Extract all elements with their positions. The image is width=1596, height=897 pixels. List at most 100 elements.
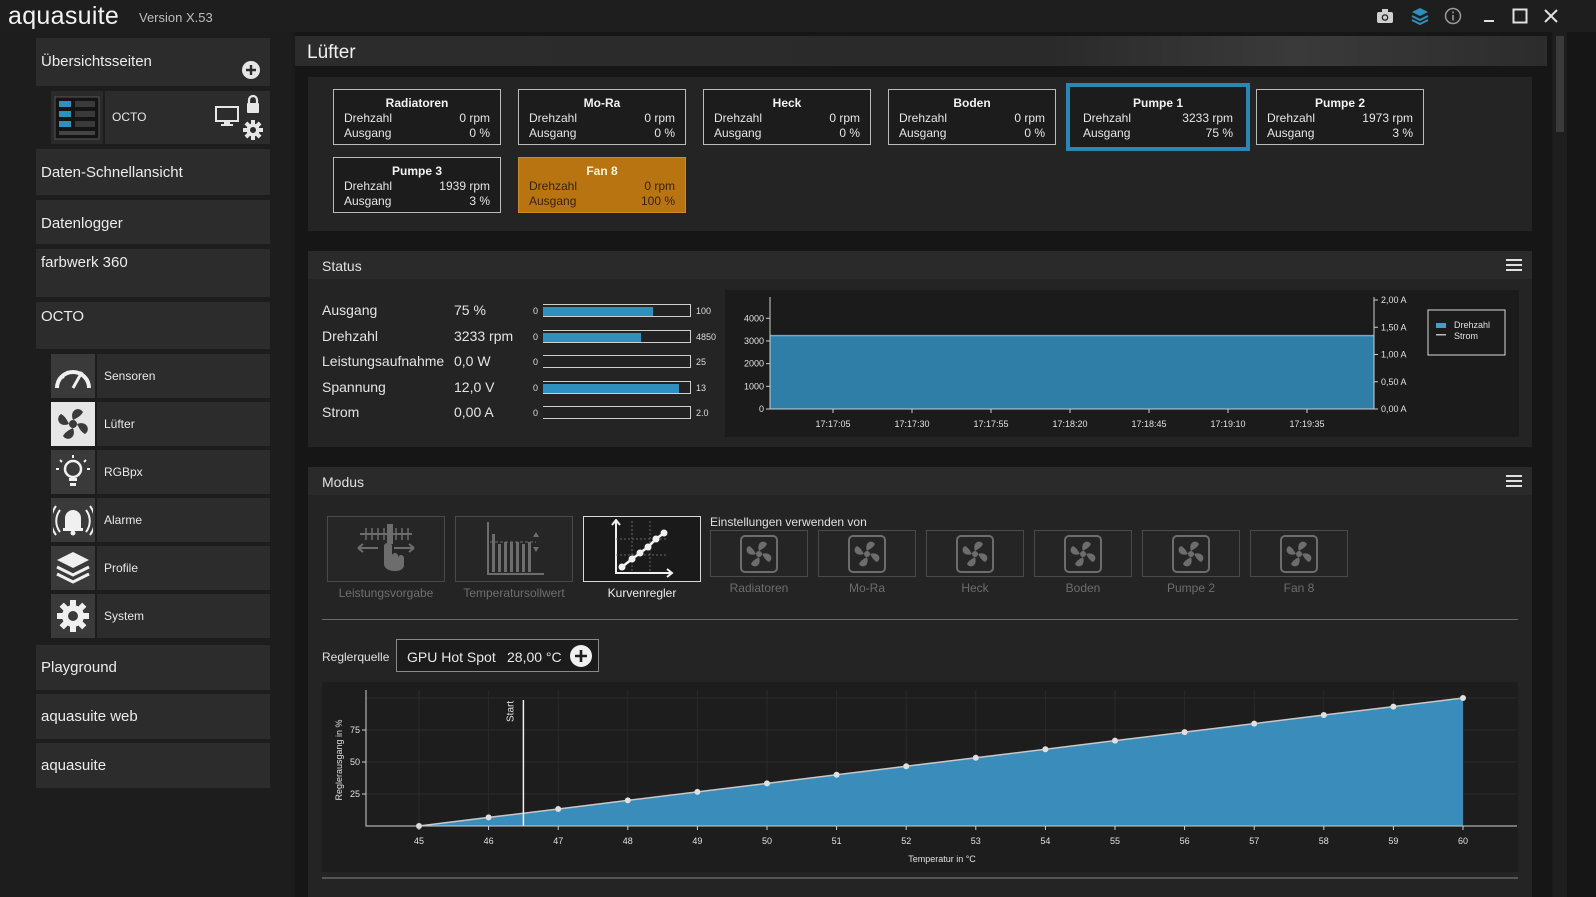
add-source-icon[interactable] — [569, 644, 593, 673]
x-tick-label: 17:19:35 — [1289, 419, 1324, 429]
sidebar-item-aquasuite[interactable]: aquasuite — [36, 743, 270, 788]
fan-tile[interactable]: Pumpe 3 Drehzahl 1939 rpm Ausgang 3 % — [333, 157, 501, 213]
curve-point[interactable] — [624, 797, 631, 804]
sidebar-item-datalogger[interactable]: Datenlogger — [36, 200, 270, 244]
output-value: 3 % — [469, 194, 490, 208]
x-tick-label: 57 — [1249, 836, 1259, 846]
curve-point[interactable] — [1042, 746, 1049, 753]
fan-tile[interactable]: Mo-Ra Drehzahl 0 rpm Ausgang 0 % — [518, 89, 686, 145]
curve-controller-chart[interactable]: Start 25 50 75 45 46 47 48 49 50 51 52 53 54 55 56 57 58 5… — [322, 682, 1518, 872]
x-tick-label: 17:18:45 — [1131, 419, 1166, 429]
controller-source-field[interactable]: GPU Hot Spot 28,00 °C — [396, 639, 599, 672]
fan-tile-name: Fan 8 — [586, 164, 618, 178]
device-settings-gear-icon[interactable] — [242, 119, 264, 146]
fan-tile[interactable]: Boden Drehzahl 0 rpm Ausgang 0 % — [888, 89, 1056, 145]
device-name: OCTO — [112, 110, 147, 124]
output-label: Ausgang — [529, 126, 577, 140]
status-label: Ausgang — [322, 302, 378, 318]
curve-point[interactable] — [764, 780, 770, 787]
fan-icon — [848, 534, 886, 573]
fan-tile-output-row: Ausgang 3 % — [344, 194, 490, 208]
sidebar-item-luefter[interactable]: Lüfter — [51, 402, 270, 446]
mode-temperatursollwert-button[interactable] — [455, 516, 573, 582]
fan-tile-output-row: Ausgang 0 % — [899, 126, 1045, 140]
fan-tile-name: Pumpe 3 — [391, 164, 442, 178]
close-icon[interactable] — [1540, 6, 1562, 26]
legend-label: Strom — [1454, 331, 1478, 341]
fan-tile[interactable]: Radiatoren Drehzahl 0 rpm Ausgang 0 % — [333, 89, 501, 145]
minimize-icon[interactable] — [1478, 6, 1500, 26]
device-thumbnail[interactable] — [51, 91, 103, 144]
sidebar-item-profile[interactable]: Profile — [51, 546, 270, 590]
fan-tile-output-row: Ausgang 0 % — [529, 126, 675, 140]
layers-icon[interactable] — [1409, 6, 1431, 26]
settings-source-button[interactable] — [818, 530, 916, 577]
mode-leistungsvorgabe-button[interactable] — [327, 516, 445, 582]
sidebar-item-label: aquasuite — [41, 757, 107, 774]
x-tick-label: 56 — [1180, 836, 1190, 846]
modus-menu-icon[interactable] — [1506, 475, 1522, 488]
fan-tile-output-row: Ausgang 75 % — [1083, 126, 1233, 140]
fan-tile-name: Pumpe 1 — [1132, 96, 1183, 110]
curve-point[interactable] — [555, 805, 562, 812]
status-min: 0 — [533, 331, 539, 342]
add-overview-icon[interactable] — [241, 60, 261, 85]
curve-point[interactable] — [694, 788, 701, 795]
fan-tile-speed-row: Drehzahl 1939 rpm — [344, 179, 490, 193]
sidebar-item-quickview[interactable]: Daten-Schnellansicht — [36, 149, 270, 195]
status-bar — [543, 380, 691, 394]
fan-tile-output-row: Ausgang 0 % — [344, 126, 490, 140]
fan-tile[interactable]: Fan 8 Drehzahl 0 rpm Ausgang 100 % — [518, 157, 686, 213]
curve-point[interactable] — [1181, 729, 1188, 736]
status-menu-icon[interactable] — [1506, 259, 1522, 272]
sidebar-item-playground[interactable]: Playground — [36, 645, 270, 690]
sidebar-item-rgbpx[interactable]: RGBpx — [51, 450, 270, 494]
curve-point[interactable] — [1112, 737, 1118, 744]
output-label: Ausgang — [1267, 126, 1315, 140]
curve-point[interactable] — [1320, 712, 1327, 719]
settings-source-button[interactable] — [1034, 530, 1132, 577]
settings-source-button[interactable] — [1250, 530, 1348, 577]
settings-source-button[interactable] — [710, 530, 808, 577]
scrollbar-thumb[interactable] — [1556, 36, 1564, 132]
output-value: 0 % — [1024, 126, 1045, 140]
settings-source-button[interactable] — [1142, 530, 1240, 577]
x-tick-label: 55 — [1110, 836, 1120, 846]
status-max: 2.0 — [696, 408, 709, 418]
fan-tile[interactable]: Heck Drehzahl 0 rpm Ausgang 0 % — [703, 89, 871, 145]
maximize-icon[interactable] — [1509, 6, 1531, 26]
mode-label: Temperatursollwert — [463, 586, 565, 600]
vertical-scrollbar[interactable] — [1553, 32, 1567, 897]
fan-tile[interactable]: Pumpe 1 Drehzahl 3233 rpm Ausgang 75 % — [1066, 83, 1250, 151]
fan-tile[interactable]: Pumpe 2 Drehzahl 1973 rpm Ausgang 3 % — [1256, 89, 1424, 145]
speed-label: Drehzahl — [714, 111, 763, 125]
x-tick-label: 47 — [553, 836, 563, 846]
curve-point[interactable] — [833, 771, 840, 778]
sidebar-item-farbwerk[interactable]: farbwerk 360 — [36, 249, 270, 297]
mode-kurvenregler-button[interactable] — [583, 516, 701, 582]
right-tick-label: 1,00 A — [1381, 350, 1407, 360]
curve-point[interactable] — [485, 814, 492, 821]
curve-point[interactable] — [903, 763, 910, 770]
mode-label: Leistungsvorgabe — [338, 586, 434, 600]
output-value: 0 % — [469, 126, 490, 140]
sidebar-item-aquasuite-web[interactable]: aquasuite web — [36, 694, 270, 739]
lock-icon[interactable] — [245, 94, 261, 119]
monitor-icon[interactable] — [215, 106, 239, 131]
curve-line — [418, 697, 1464, 827]
status-bar-fill — [543, 383, 679, 393]
settings-source-button[interactable] — [926, 530, 1024, 577]
device-row-octo[interactable]: OCTO — [105, 91, 270, 144]
curve-point[interactable] — [972, 754, 979, 761]
sidebar-overview-pages[interactable]: Übersichtsseiten — [36, 38, 270, 86]
sidebar-item-alarme[interactable]: Alarme — [51, 498, 270, 542]
status-panel: Status Ausgang 75 % 0 100 Drehzahl 3233 rpm 0 4… — [308, 251, 1532, 447]
curve-point[interactable] — [1390, 703, 1397, 710]
sidebar-item-octo[interactable]: OCTO — [36, 302, 270, 349]
sidebar-item-sensoren[interactable]: Sensoren — [51, 354, 270, 398]
info-icon[interactable] — [1442, 6, 1464, 26]
camera-icon[interactable] — [1374, 6, 1396, 26]
sidebar-item-system[interactable]: System — [51, 594, 270, 638]
curve-point[interactable] — [1460, 695, 1466, 701]
curve-point[interactable] — [1251, 720, 1258, 727]
